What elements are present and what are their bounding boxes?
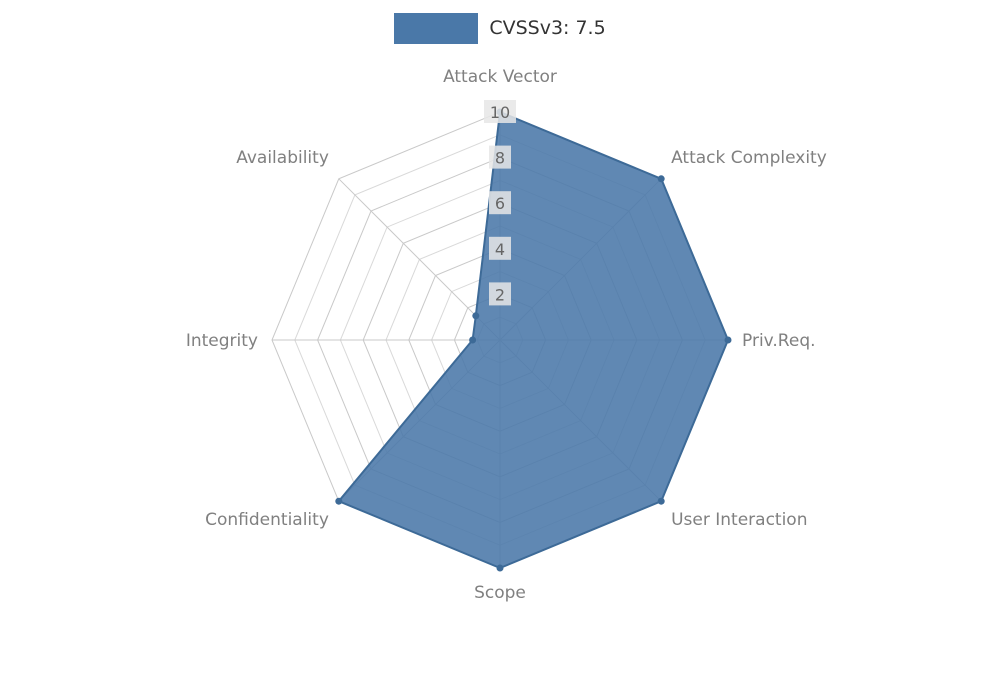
- legend-swatch[interactable]: [394, 13, 479, 44]
- axis-spoke: [338, 178, 501, 341]
- series-vertex-dot: [657, 497, 665, 505]
- tick-label: 10: [490, 103, 510, 122]
- axis-label-priv-req-: Priv.Req.: [742, 331, 816, 351]
- axis-label-attack-vector: Attack Vector: [443, 67, 557, 87]
- tick-label: 2: [495, 285, 505, 304]
- series-vertex-dot: [335, 497, 343, 505]
- tick-label-bg: [484, 100, 516, 123]
- chart-legend[interactable]: CVSSv3: 7.5: [0, 13, 1000, 44]
- tick-label-bg: [489, 191, 511, 215]
- axis-label-scope: Scope: [474, 583, 526, 603]
- legend-label: CVSSv3: 7.5: [489, 17, 606, 39]
- axis-label-integrity: Integrity: [186, 331, 258, 351]
- tick-label-bg: [489, 145, 511, 169]
- axis-label-user-interaction: User Interaction: [671, 510, 807, 530]
- axis-label-confidentiality: Confidentiality: [205, 510, 329, 530]
- series-vertex-dot: [724, 336, 732, 344]
- tick-label-bg: [489, 282, 511, 306]
- axis-label-availability: Availability: [236, 148, 329, 168]
- tick-label: 8: [495, 149, 505, 168]
- tick-label-bg: [489, 236, 511, 260]
- axis-label-attack-complexity: Attack Complexity: [671, 148, 827, 168]
- series-vertex-dot: [496, 564, 504, 572]
- series-vertex-dot: [469, 336, 477, 344]
- series-vertex-dot: [472, 312, 480, 320]
- tick-label: 4: [495, 240, 505, 259]
- series-vertex-dot: [657, 175, 665, 183]
- tick-label: 6: [495, 194, 505, 213]
